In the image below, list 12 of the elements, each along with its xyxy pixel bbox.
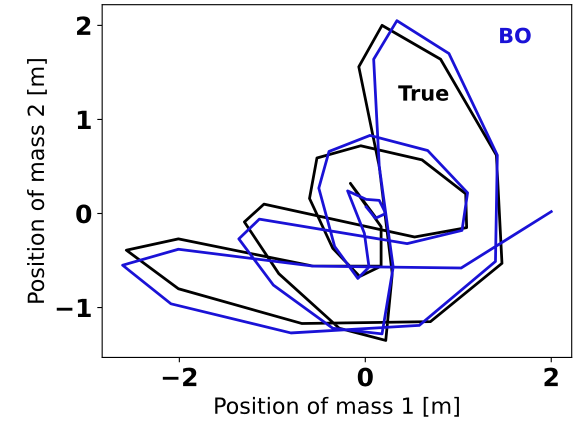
y-tick-label: 1 xyxy=(78,110,91,129)
y-tick-label: 2 xyxy=(77,16,90,35)
x-tick-label: −2 xyxy=(162,368,196,386)
x-tick-label: 2 xyxy=(544,368,558,386)
y-axis-title: Position of mass 2 [m] xyxy=(27,59,47,303)
x-tick-label: 0 xyxy=(358,368,373,386)
line-series xyxy=(121,19,553,336)
series-label: True xyxy=(398,85,448,101)
text: BO xyxy=(500,28,531,44)
y-tick-label: 0 xyxy=(76,204,92,224)
x-axis-title: Position of mass 1 [m] xyxy=(215,396,459,417)
y-tick-label: −1 xyxy=(56,298,91,318)
